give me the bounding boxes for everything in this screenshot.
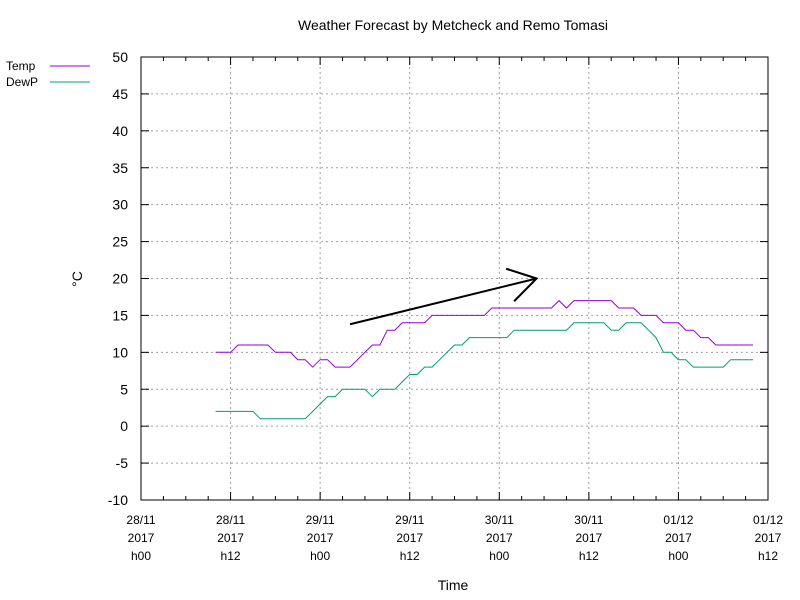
x-tick-label: h12 xyxy=(400,549,420,563)
y-tick-label: 15 xyxy=(112,307,128,323)
x-tick-label: 28/11 xyxy=(216,513,245,527)
y-tick-label: 30 xyxy=(112,197,128,213)
series-line-dewp xyxy=(215,322,754,420)
x-tick-label: 2017 xyxy=(576,531,603,545)
legend-label-dewp: DewP xyxy=(6,75,38,89)
y-axis-label: °C xyxy=(69,271,85,287)
chart-title: Weather Forecast by Metcheck and Remo To… xyxy=(298,17,608,33)
y-tick-label: 25 xyxy=(112,234,128,250)
legend-label-temp: Temp xyxy=(6,59,36,73)
y-tick-labels: -10 -5 0 5 10 15 20 25 30 35 40 45 50 xyxy=(108,49,128,508)
x-tick-label: 28/11 xyxy=(126,513,155,527)
y-tick-label: 20 xyxy=(112,271,128,287)
x-tick-labels: 28/11 2017 h00 28/11 2017 h12 29/11 2017 h00 29/1… xyxy=(126,513,783,563)
y-tick-label: 40 xyxy=(112,123,128,139)
y-tick-label: 35 xyxy=(112,160,128,176)
plot-frame xyxy=(140,56,769,501)
y-tick-label: -5 xyxy=(116,455,129,471)
x-tick-label: h00 xyxy=(310,549,330,563)
grid-lines xyxy=(141,57,768,500)
x-tick-label: 29/11 xyxy=(306,513,335,527)
y-tick-label: 0 xyxy=(120,418,128,434)
arrow-shaft xyxy=(349,277,537,326)
x-tick-label: h00 xyxy=(668,549,688,563)
x-tick-label: 2017 xyxy=(486,531,513,545)
x-tick-label: h00 xyxy=(131,549,151,563)
series-line-temp xyxy=(215,299,754,368)
x-axis-label: Time xyxy=(438,577,469,593)
y-tick-label: 5 xyxy=(120,381,128,397)
x-tick-label: 01/12 xyxy=(663,513,693,527)
y-tick-label: 10 xyxy=(112,344,128,360)
y-tick-label: -10 xyxy=(108,492,128,508)
x-tick-label: 2017 xyxy=(665,531,692,545)
x-tick-label: 30/11 xyxy=(574,513,603,527)
y-tick-label: 50 xyxy=(112,49,128,65)
axis-ticks xyxy=(140,56,769,501)
arrow-head xyxy=(505,267,539,302)
x-tick-label: 30/11 xyxy=(485,513,514,527)
x-tick-label: 2017 xyxy=(396,531,423,545)
y-tick-label: 45 xyxy=(112,86,128,102)
x-tick-label: 2017 xyxy=(217,531,244,545)
legend: Temp DewP xyxy=(6,59,90,89)
x-tick-label: 2017 xyxy=(128,531,155,545)
x-tick-label: h00 xyxy=(489,549,509,563)
x-tick-label: 2017 xyxy=(307,531,334,545)
x-tick-label: 29/11 xyxy=(395,513,424,527)
series-lines xyxy=(215,299,754,420)
x-tick-label: h12 xyxy=(579,549,599,563)
x-tick-label: 01/12 xyxy=(753,513,783,527)
x-tick-label: h12 xyxy=(221,549,241,563)
x-tick-label: h12 xyxy=(758,549,778,563)
trend-arrow xyxy=(349,267,539,326)
x-tick-label: 2017 xyxy=(755,531,782,545)
